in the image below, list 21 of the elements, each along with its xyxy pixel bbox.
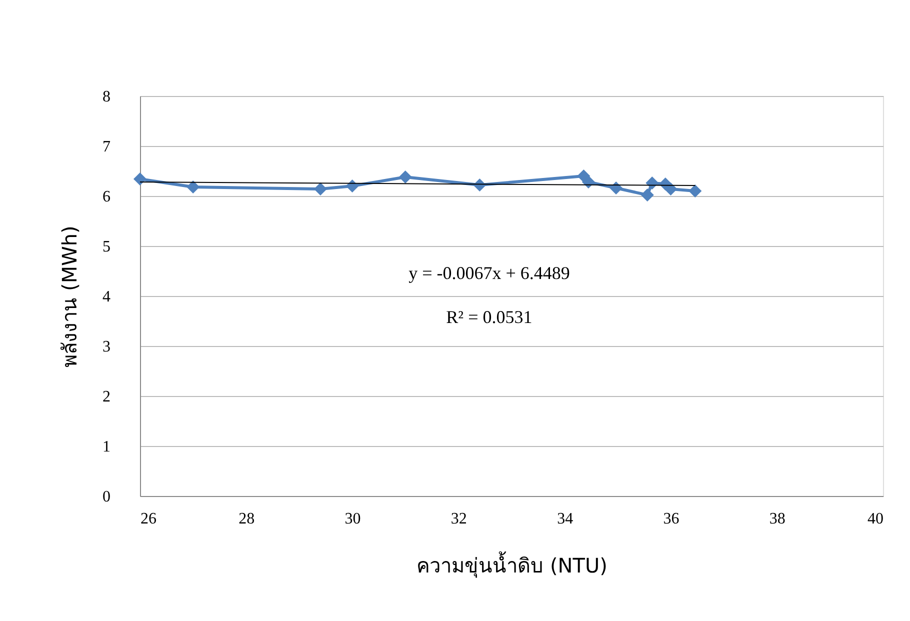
x-tick-label: 38 <box>769 510 786 528</box>
x-tick-label: 34 <box>557 510 574 528</box>
x-tick-label: 32 <box>450 510 467 528</box>
x-tick-label: 28 <box>238 510 255 528</box>
x-axis-title: ความขุ่นน้ำดิบ (NTU) <box>416 552 608 578</box>
y-tick-label: 1 <box>102 438 110 456</box>
y-tick-label: 3 <box>102 338 110 356</box>
y-tick-label: 7 <box>102 138 110 156</box>
annotation: R² = 0.0531 <box>446 307 532 327</box>
y-tick-label: 6 <box>102 188 110 206</box>
annotation: y = -0.0067x + 6.4489 <box>408 263 570 283</box>
x-tick-label: 36 <box>663 510 680 528</box>
x-tick-label: 40 <box>868 510 884 528</box>
y-tick-label: 2 <box>102 388 110 406</box>
y-tick-label: 0 <box>102 488 110 506</box>
y-tick-label: 4 <box>102 288 110 306</box>
x-tick-label: 30 <box>344 510 361 528</box>
y-axis-title: พลังงาน (MWh) <box>58 226 82 368</box>
x-tick-label: 26 <box>140 510 156 528</box>
y-tick-label: 5 <box>102 238 110 256</box>
y-tick-label: 8 <box>102 88 110 106</box>
